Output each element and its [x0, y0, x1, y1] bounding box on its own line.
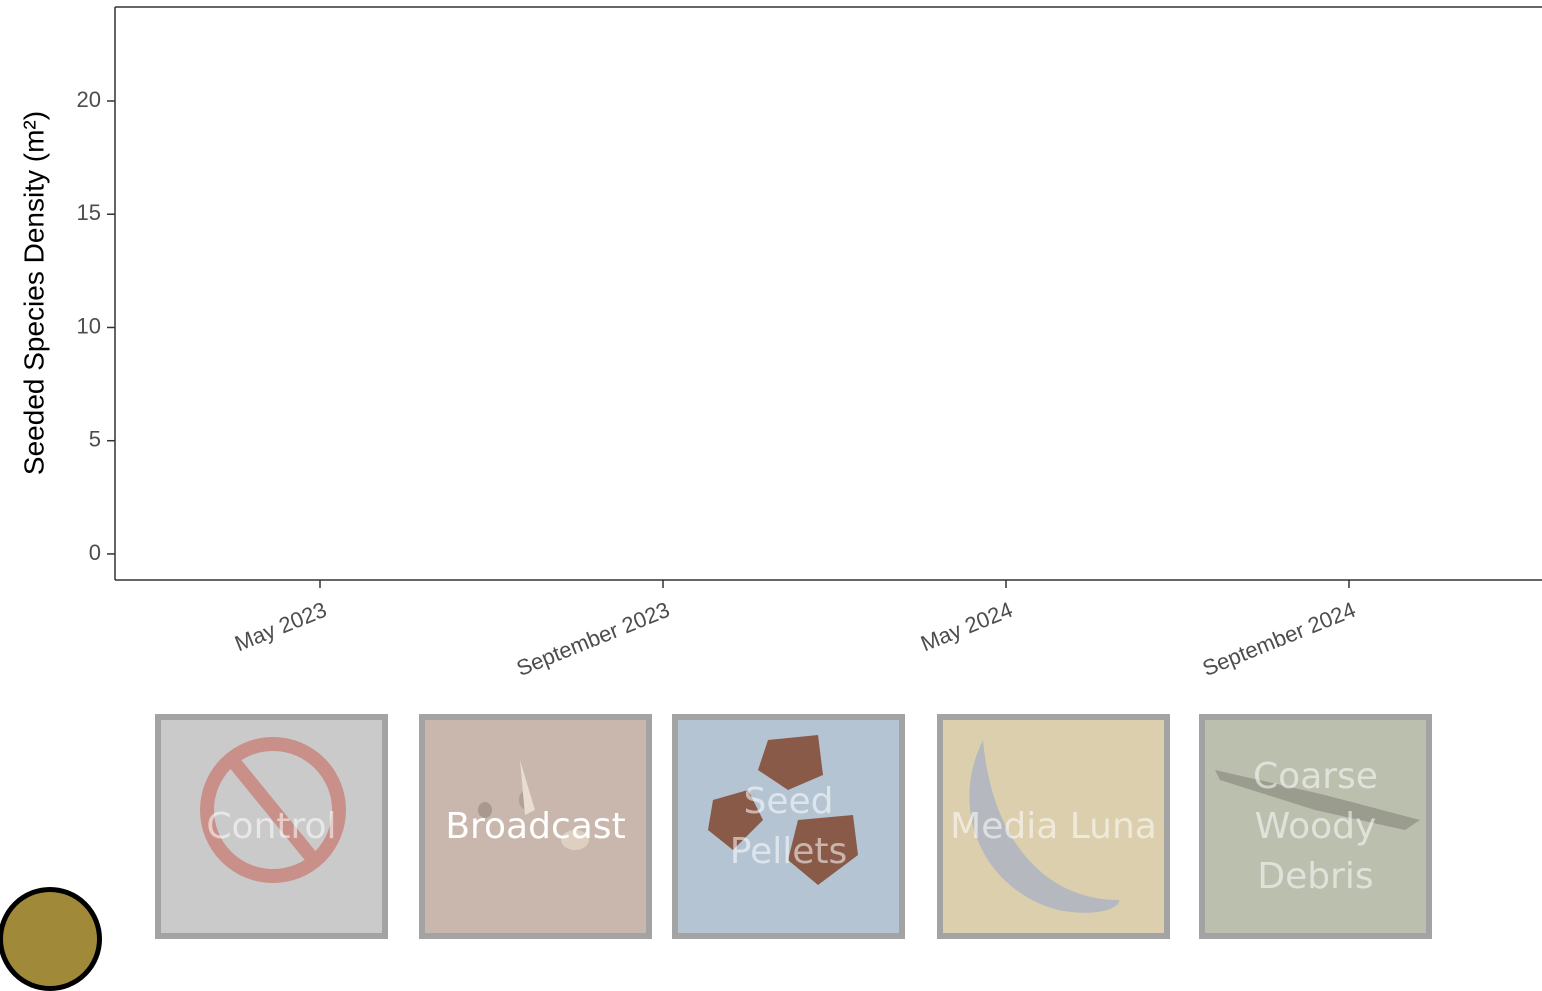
y-tick-label: 10 — [77, 313, 101, 338]
y-tick-label: 20 — [77, 87, 101, 112]
button-label: Seed Pellets — [729, 780, 848, 872]
treatment-button[interactable]: Control — [155, 714, 388, 939]
button-label: Coarse Woody Debris — [1253, 755, 1378, 897]
button-icon — [478, 760, 589, 850]
chart: Seeded Species Density (m²) 0 5 10 15 20 May … — [18, 6, 1542, 681]
button-icon — [1215, 770, 1420, 830]
button-label: Control — [206, 805, 337, 847]
x-tick-label: September 2023 — [513, 597, 673, 681]
y-tick-label: 15 — [77, 200, 101, 225]
y-axis-label: Seeded Species Density (m²) — [18, 111, 49, 475]
avatar — [0, 887, 102, 991]
x-tick-label: May 2023 — [231, 597, 330, 656]
treatment-button[interactable]: Media Luna — [937, 714, 1170, 939]
page: Seeded Species Density (m²) 0 5 10 15 20 May … — [0, 6, 1542, 991]
button-icon — [708, 735, 858, 885]
treatment-button[interactable]: Broadcast — [419, 714, 652, 939]
y-tick-label: 5 — [89, 427, 101, 452]
x-tick-label: September 2024 — [1199, 597, 1359, 681]
button-icon — [969, 740, 1120, 913]
y-tick-label: 0 — [89, 540, 101, 565]
treatment-button[interactable]: Coarse Woody Debris — [1199, 714, 1432, 939]
button-label: Media Luna — [950, 805, 1157, 847]
treatment-button[interactable]: Seed Pellets — [672, 714, 905, 939]
button-label: Broadcast — [445, 805, 626, 847]
button-icon — [200, 737, 346, 883]
x-tick-label: May 2024 — [917, 597, 1016, 656]
